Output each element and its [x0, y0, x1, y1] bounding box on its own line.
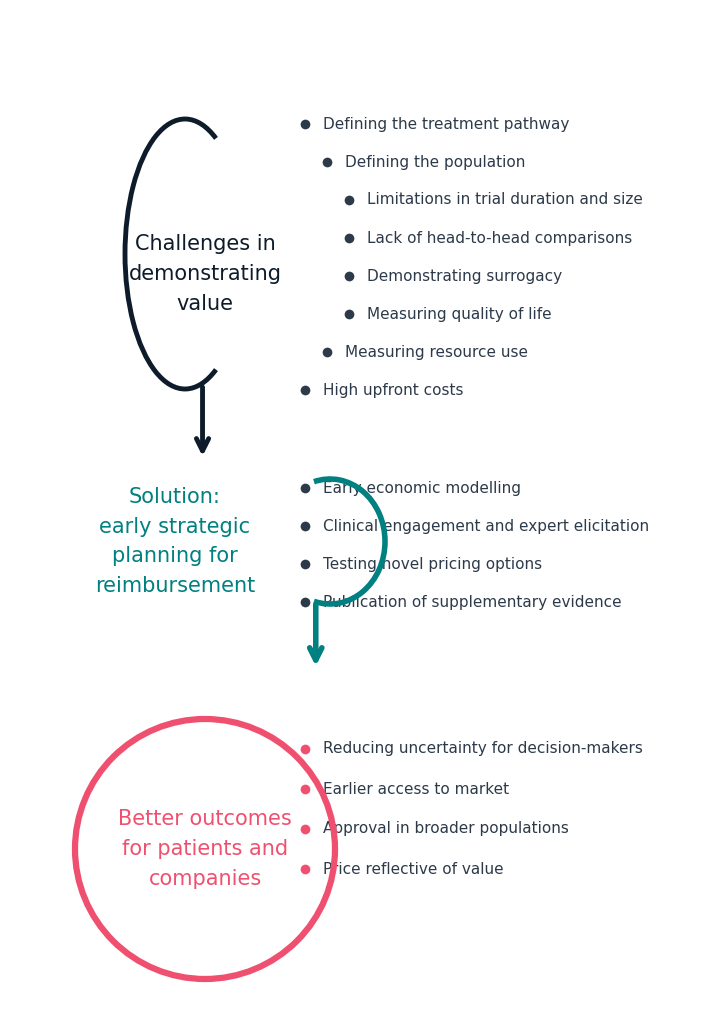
Text: Defining the treatment pathway: Defining the treatment pathway: [323, 117, 569, 131]
Text: Approval in broader populations: Approval in broader populations: [323, 821, 569, 837]
Text: Demonstrating surrogacy: Demonstrating surrogacy: [367, 268, 562, 284]
Text: Early economic modelling: Early economic modelling: [323, 480, 521, 496]
Text: Solution:
early strategic
planning for
reimbursement: Solution: early strategic planning for r…: [95, 487, 255, 596]
Text: Lack of head-to-head comparisons: Lack of head-to-head comparisons: [367, 230, 632, 246]
Text: Publication of supplementary evidence: Publication of supplementary evidence: [323, 595, 622, 609]
Text: Defining the population: Defining the population: [345, 155, 526, 170]
Text: Testing novel pricing options: Testing novel pricing options: [323, 556, 542, 571]
Text: Limitations in trial duration and size: Limitations in trial duration and size: [367, 193, 643, 208]
Text: Better outcomes
for patients and
companies: Better outcomes for patients and compani…: [118, 809, 292, 889]
Text: High upfront costs: High upfront costs: [323, 383, 463, 397]
Text: Reducing uncertainty for decision-makers: Reducing uncertainty for decision-makers: [323, 741, 643, 757]
Text: Earlier access to market: Earlier access to market: [323, 781, 509, 797]
Text: Clinical engagement and expert elicitation: Clinical engagement and expert elicitati…: [323, 518, 649, 534]
Text: Measuring resource use: Measuring resource use: [345, 344, 528, 359]
Text: Price reflective of value: Price reflective of value: [323, 861, 504, 877]
Text: Challenges in
demonstrating
value: Challenges in demonstrating value: [128, 234, 282, 313]
Text: Measuring quality of life: Measuring quality of life: [367, 306, 552, 322]
